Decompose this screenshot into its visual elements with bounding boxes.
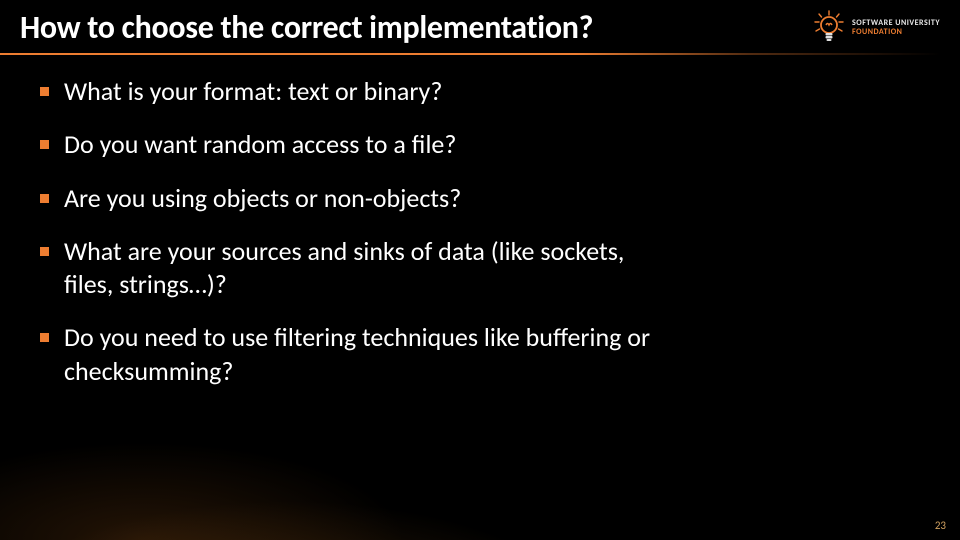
bullet-item: What is your format: text or binary?	[40, 75, 660, 108]
logo-text: SOFTWARE UNIVERSITY FOUNDATION	[852, 19, 940, 36]
bullet-item: Do you want random access to a file?	[40, 128, 660, 161]
lightbulb-icon	[812, 10, 846, 44]
slide-title: How to choose the correct implementation…	[20, 8, 593, 47]
bullet-item: Are you using objects or non-objects?	[40, 182, 660, 215]
bullet-list: What is your format: text or binary? Do …	[40, 75, 920, 388]
bullet-item: Do you need to use filtering techniques …	[40, 321, 660, 388]
slide-header: How to choose the correct implementation…	[0, 0, 960, 53]
logo-line-2: FOUNDATION	[852, 28, 940, 36]
slide: How to choose the correct implementation…	[0, 0, 960, 540]
bullet-item: What are your sources and sinks of data …	[40, 235, 660, 302]
slide-content: What is your format: text or binary? Do …	[0, 55, 960, 540]
logo-line-1: SOFTWARE UNIVERSITY	[852, 19, 940, 27]
page-number: 23	[935, 519, 946, 532]
logo: SOFTWARE UNIVERSITY FOUNDATION	[812, 10, 940, 44]
